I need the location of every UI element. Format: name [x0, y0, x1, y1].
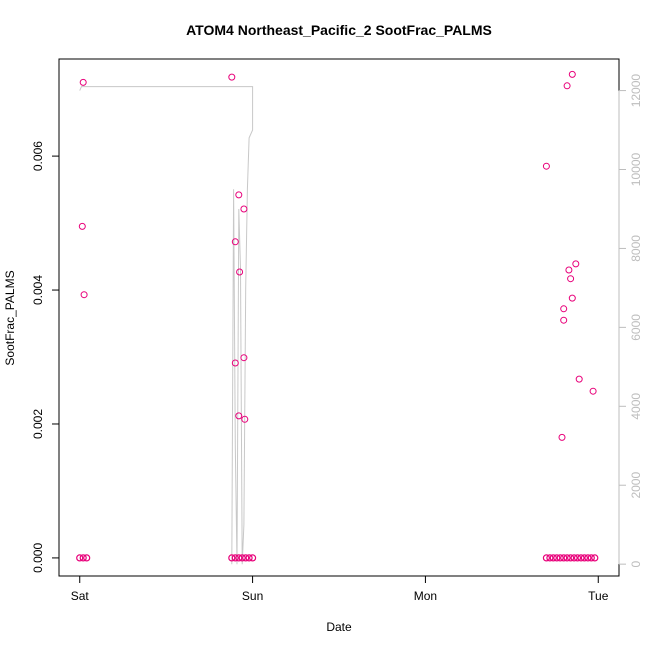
- y-axis-label: SootFrac_PALMS: [3, 270, 17, 365]
- y-axis-right: 0 2000 4000 6000 8000 10000 12000: [618, 74, 643, 568]
- zero-point-1-3: [238, 554, 246, 562]
- zero-point-2-5: [560, 554, 568, 562]
- data-point-21: [572, 260, 580, 268]
- zero-point-1-1: [231, 554, 239, 562]
- zero-point-2-14: [591, 554, 599, 562]
- data-point-7: [236, 268, 244, 276]
- data-point-19: [568, 70, 576, 78]
- data-point-10: [240, 354, 248, 362]
- zero-point-2-13: [587, 554, 595, 562]
- y2-tick-label-6: 12000: [629, 74, 643, 108]
- x-axis: Sat Sun Mon Tue: [71, 575, 609, 603]
- y2-tick-label-5: 10000: [629, 152, 643, 186]
- zero-point-1-5: [245, 554, 253, 562]
- altitude-line-layer: [79, 86, 254, 565]
- chart-title: ATOM4 Northeast_Pacific_2 SootFrac_PALMS: [186, 22, 492, 38]
- y-tick-label-0: 0.000: [31, 543, 45, 573]
- data-point-14: [560, 305, 568, 313]
- data-point-1: [78, 222, 86, 230]
- zero-point-0-1: [79, 554, 87, 562]
- zero-point-2-1: [546, 554, 554, 562]
- data-point-18: [567, 275, 575, 283]
- zero-point-2-6: [563, 554, 571, 562]
- x-tick-label-2: Mon: [414, 589, 437, 603]
- zero-point-1-6: [249, 554, 257, 562]
- zero-point-2-2: [549, 554, 557, 562]
- data-point-8: [235, 412, 243, 420]
- data-point-15: [560, 316, 568, 324]
- zero-point-2-8: [570, 554, 578, 562]
- data-point-22: [575, 375, 583, 383]
- data-point-17: [565, 266, 573, 274]
- data-point-5: [231, 359, 239, 367]
- zero-point-1-0: [228, 554, 236, 562]
- y-tick-label-1: 0.002: [31, 409, 45, 439]
- data-point-23: [589, 387, 597, 395]
- zero-point-2-4: [556, 554, 564, 562]
- y2-tick-label-3: 6000: [629, 314, 643, 341]
- y-axis-left: 0.000 0.002 0.004 0.006: [31, 141, 60, 573]
- data-point-9: [240, 205, 248, 213]
- y-tick-label-3: 0.006: [31, 141, 45, 171]
- data-point-0: [79, 78, 87, 86]
- data-point-13: [558, 433, 566, 441]
- y2-tick-label-2: 4000: [629, 393, 643, 420]
- data-point-4: [231, 238, 239, 246]
- zero-point-2-9: [573, 554, 582, 562]
- data-point-11: [241, 415, 249, 423]
- x-axis-label: Date: [326, 620, 352, 634]
- y-tick-label-2: 0.004: [31, 275, 45, 305]
- data-point-12: [542, 162, 550, 170]
- zero-point-2-10: [577, 554, 585, 562]
- x-tick-label-3: Tue: [588, 589, 609, 603]
- soot-points-layer: [76, 70, 599, 562]
- plot-frame: [58, 58, 620, 577]
- zero-point-2-11: [580, 554, 589, 562]
- zero-point-2-7: [566, 554, 575, 562]
- zero-point-0-2: [83, 554, 91, 562]
- zero-point-0-0: [76, 554, 84, 562]
- zero-point-2-12: [584, 554, 592, 562]
- zero-point-2-3: [553, 554, 561, 562]
- x-tick-label-1: Sun: [242, 589, 263, 603]
- altitude-line: [79, 86, 254, 565]
- data-point-20: [568, 294, 576, 302]
- y2-tick-label-1: 2000: [629, 472, 643, 499]
- data-point-16: [563, 82, 571, 90]
- y2-tick-label-4: 8000: [629, 235, 643, 262]
- data-point-2: [80, 291, 88, 299]
- x-tick-label-0: Sat: [71, 589, 90, 603]
- zero-point-1-2: [235, 554, 243, 562]
- zero-point-1-4: [242, 554, 250, 562]
- data-point-6: [235, 191, 243, 199]
- data-point-3: [228, 73, 236, 81]
- zero-point-2-0: [542, 554, 551, 562]
- y2-tick-label-0: 0: [629, 561, 643, 568]
